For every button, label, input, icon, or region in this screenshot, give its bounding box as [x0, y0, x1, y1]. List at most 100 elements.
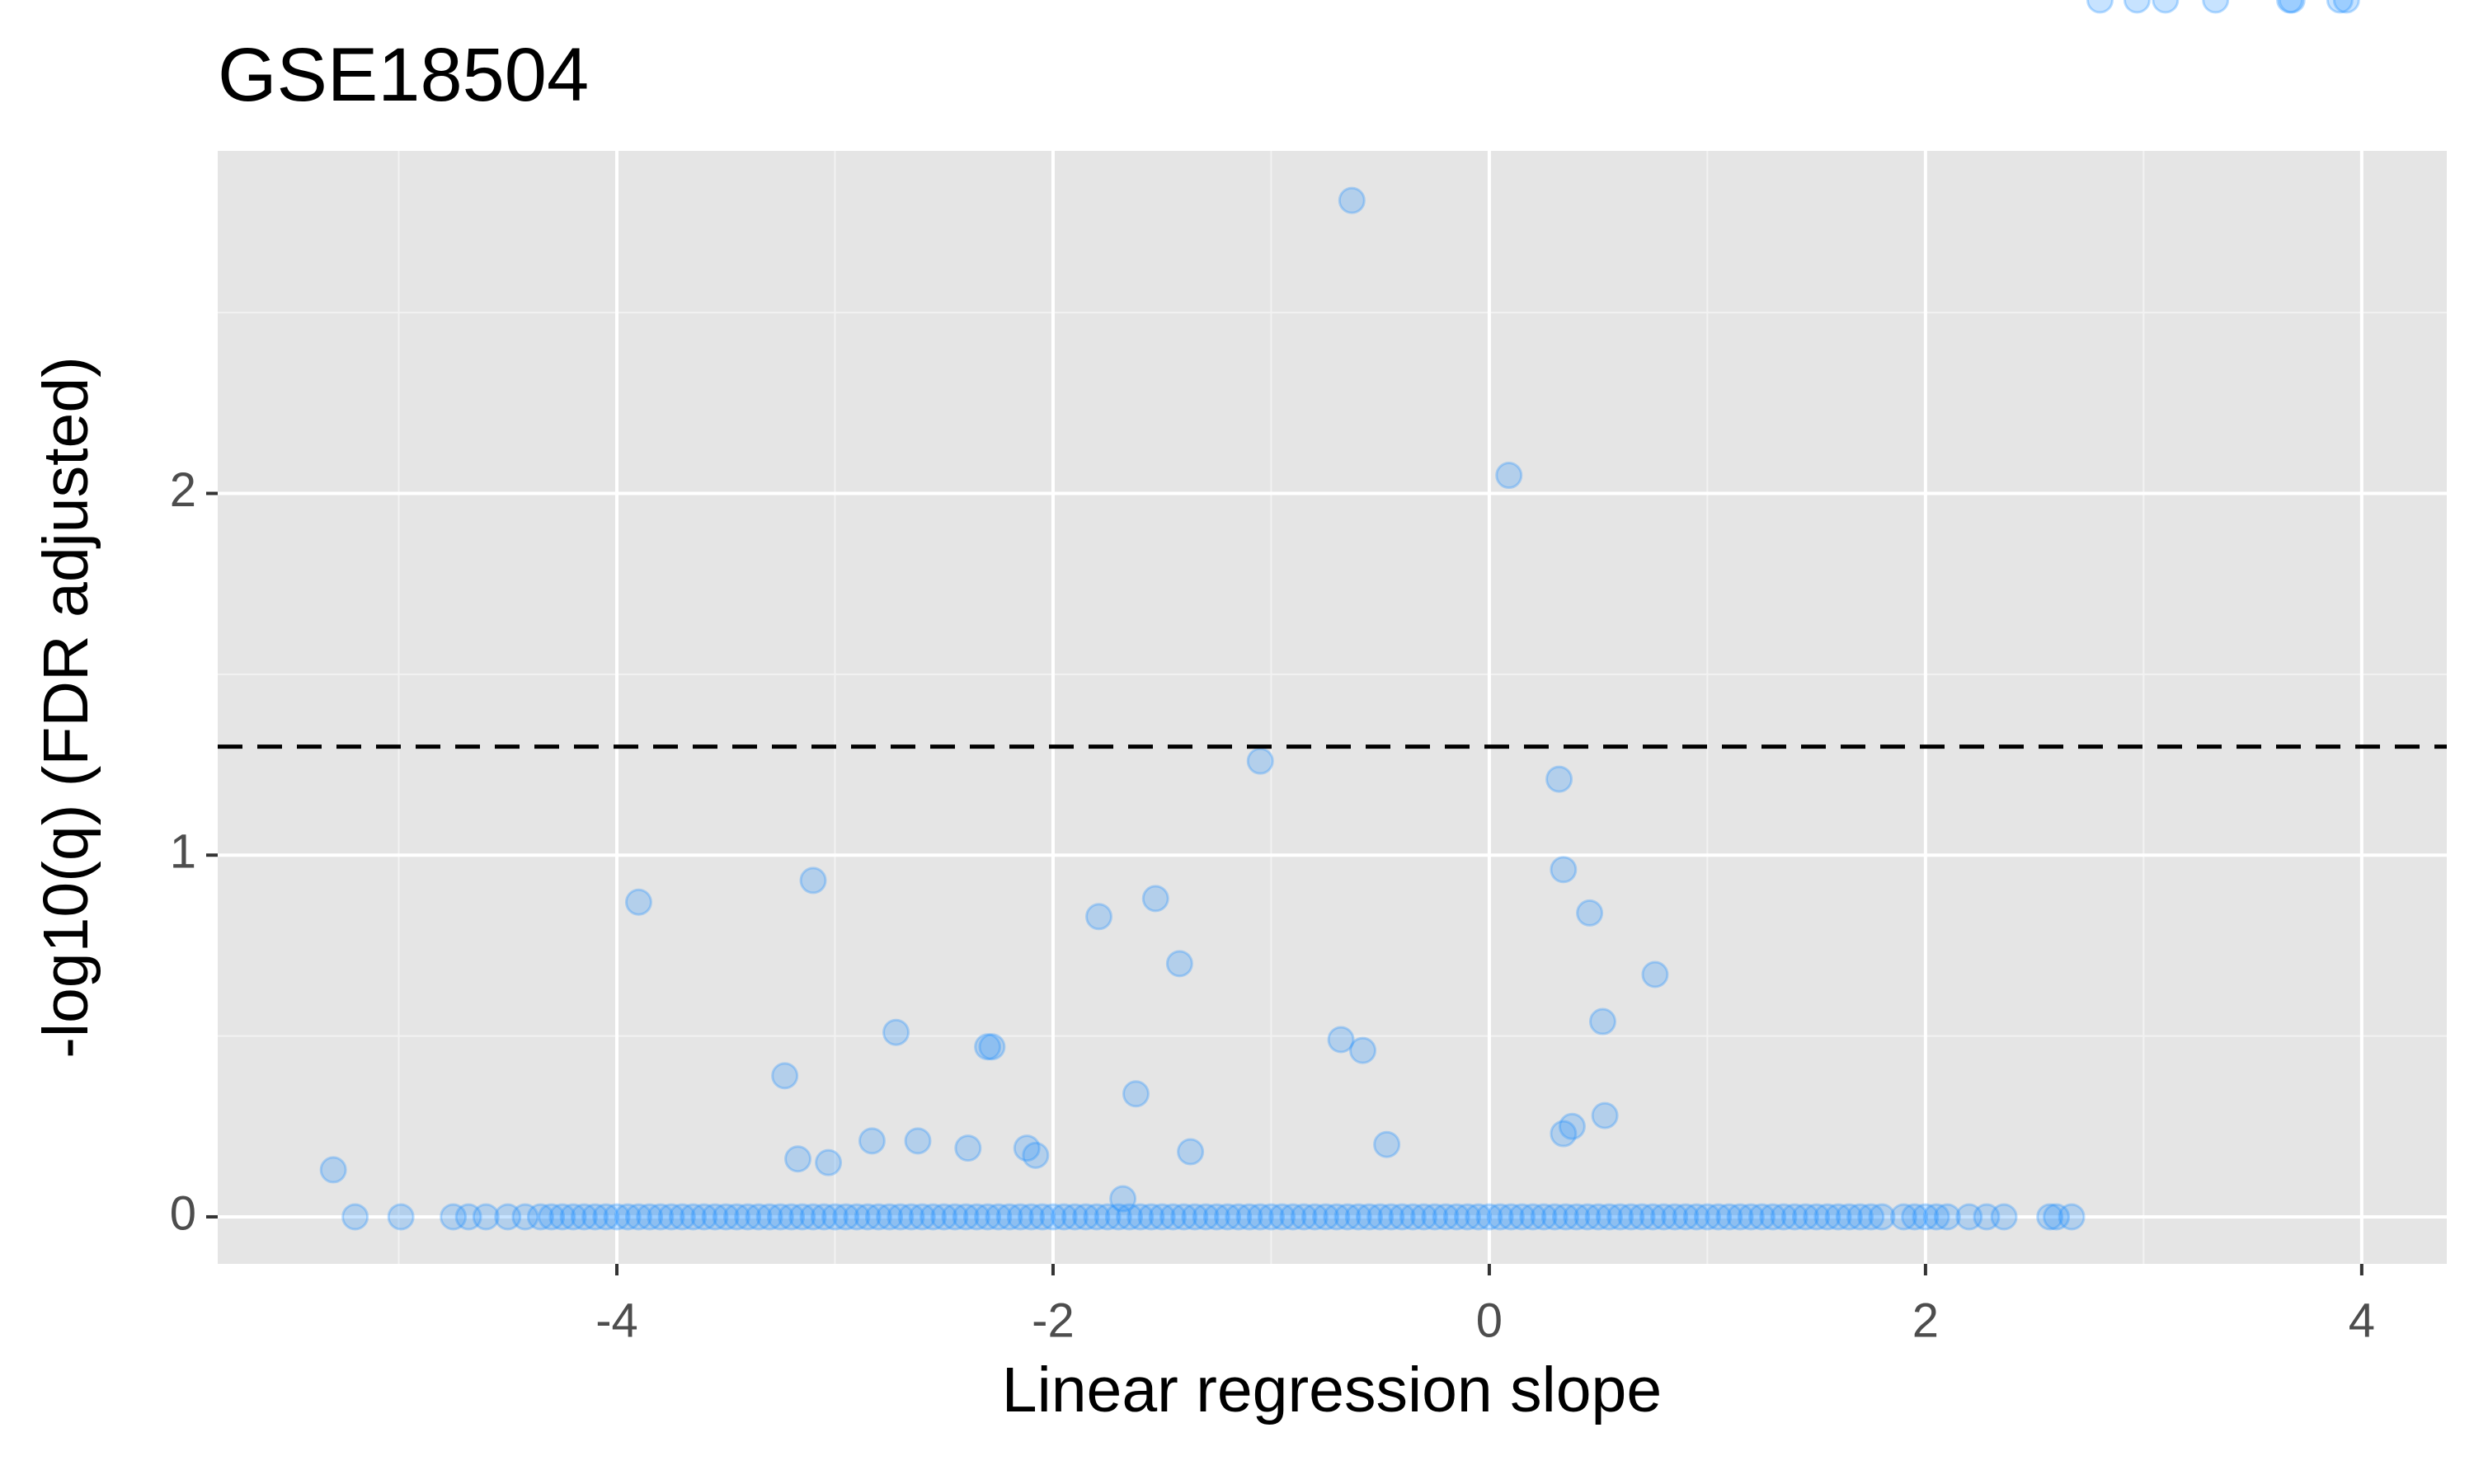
point: [1889, 1203, 1917, 1231]
point: [897, 1203, 925, 1231]
point: [1672, 1203, 1700, 1231]
point: [1355, 1203, 1383, 1231]
point: [636, 1203, 664, 1231]
point: [1279, 1203, 1307, 1231]
point: [1606, 1203, 1634, 1231]
point: [1246, 747, 1274, 775]
point: [1530, 1203, 1558, 1231]
point: [1235, 1203, 1263, 1231]
point: [1083, 1203, 1111, 1231]
point: [2332, 0, 2360, 14]
point: [952, 1203, 980, 1231]
point: [1399, 1203, 1427, 1231]
point: [854, 1203, 882, 1231]
point: [1748, 1203, 1776, 1231]
point: [2058, 1203, 2086, 1231]
point: [1475, 1203, 1503, 1231]
point: [974, 1033, 1002, 1061]
point: [843, 1203, 871, 1231]
point: [1366, 1203, 1395, 1231]
axes: -4 -2 0 2 4 0 1 2: [170, 463, 2375, 1348]
point: [614, 1203, 642, 1231]
point: [472, 1203, 500, 1231]
point: [2036, 1203, 2064, 1231]
points: [319, 0, 2360, 1231]
point: [1028, 1203, 1056, 1231]
point: [2326, 0, 2354, 14]
point: [1726, 1203, 1754, 1231]
point: [1022, 1141, 1050, 1169]
point: [1214, 1203, 1242, 1231]
point: [1588, 1007, 1616, 1036]
point: [908, 1203, 936, 1231]
point: [1584, 1203, 1612, 1231]
point: [974, 1203, 1002, 1231]
point: [1693, 1203, 1721, 1231]
point: [1312, 1203, 1340, 1231]
point: [766, 1203, 794, 1231]
point: [864, 1203, 892, 1231]
point: [1519, 1203, 1547, 1231]
point: [799, 866, 827, 895]
point: [1257, 1203, 1285, 1231]
point: [454, 1203, 482, 1231]
point: [995, 1203, 1023, 1231]
point: [887, 1203, 915, 1231]
point: [1868, 1203, 1896, 1231]
point: [1495, 462, 1523, 490]
point: [1650, 1203, 1678, 1231]
point: [2086, 0, 2114, 14]
point: [954, 1134, 982, 1162]
x-tick-label: 2: [1912, 1294, 1939, 1347]
point: [538, 1203, 566, 1231]
point: [784, 1145, 812, 1173]
point: [1018, 1203, 1046, 1231]
point: [1202, 1203, 1230, 1231]
point: [680, 1203, 708, 1231]
point: [1246, 1203, 1274, 1231]
point: [603, 1203, 631, 1231]
point: [1338, 186, 1366, 214]
point: [1192, 1203, 1220, 1231]
point: [1737, 1203, 1765, 1231]
point: [1641, 960, 1669, 989]
point: [1104, 1203, 1132, 1231]
point: [1116, 1203, 1144, 1231]
point: [1109, 1185, 1137, 1213]
point: [1421, 1203, 1449, 1231]
point: [1327, 1026, 1355, 1054]
point: [1705, 1203, 1733, 1231]
point: [1170, 1203, 1198, 1231]
point: [1061, 1203, 1089, 1231]
point: [668, 1203, 696, 1231]
point: [1094, 1203, 1122, 1231]
point: [1486, 1203, 1514, 1231]
point: [1006, 1203, 1034, 1231]
point: [624, 888, 652, 916]
point: [1177, 1138, 1205, 1166]
y-tick-label: 2: [170, 463, 196, 517]
point: [1550, 856, 1578, 884]
point: [2123, 0, 2151, 14]
point: [1639, 1203, 1667, 1231]
point: [734, 1203, 762, 1231]
point: [647, 1203, 675, 1231]
point: [1268, 1203, 1296, 1231]
point: [592, 1203, 620, 1231]
point: [1901, 1203, 1929, 1231]
point: [1973, 1203, 2001, 1231]
point: [1576, 899, 1604, 927]
point: [1628, 1203, 1656, 1231]
point: [1377, 1203, 1405, 1231]
point: [1497, 1203, 1525, 1231]
point: [1508, 1203, 1536, 1231]
point: [1013, 1134, 1041, 1162]
point: [771, 1062, 799, 1090]
point: [1824, 1203, 1852, 1231]
point: [1551, 1203, 1579, 1231]
point: [1072, 1203, 1100, 1231]
point: [821, 1203, 849, 1231]
point: [858, 1127, 886, 1155]
point: [1545, 765, 1573, 793]
